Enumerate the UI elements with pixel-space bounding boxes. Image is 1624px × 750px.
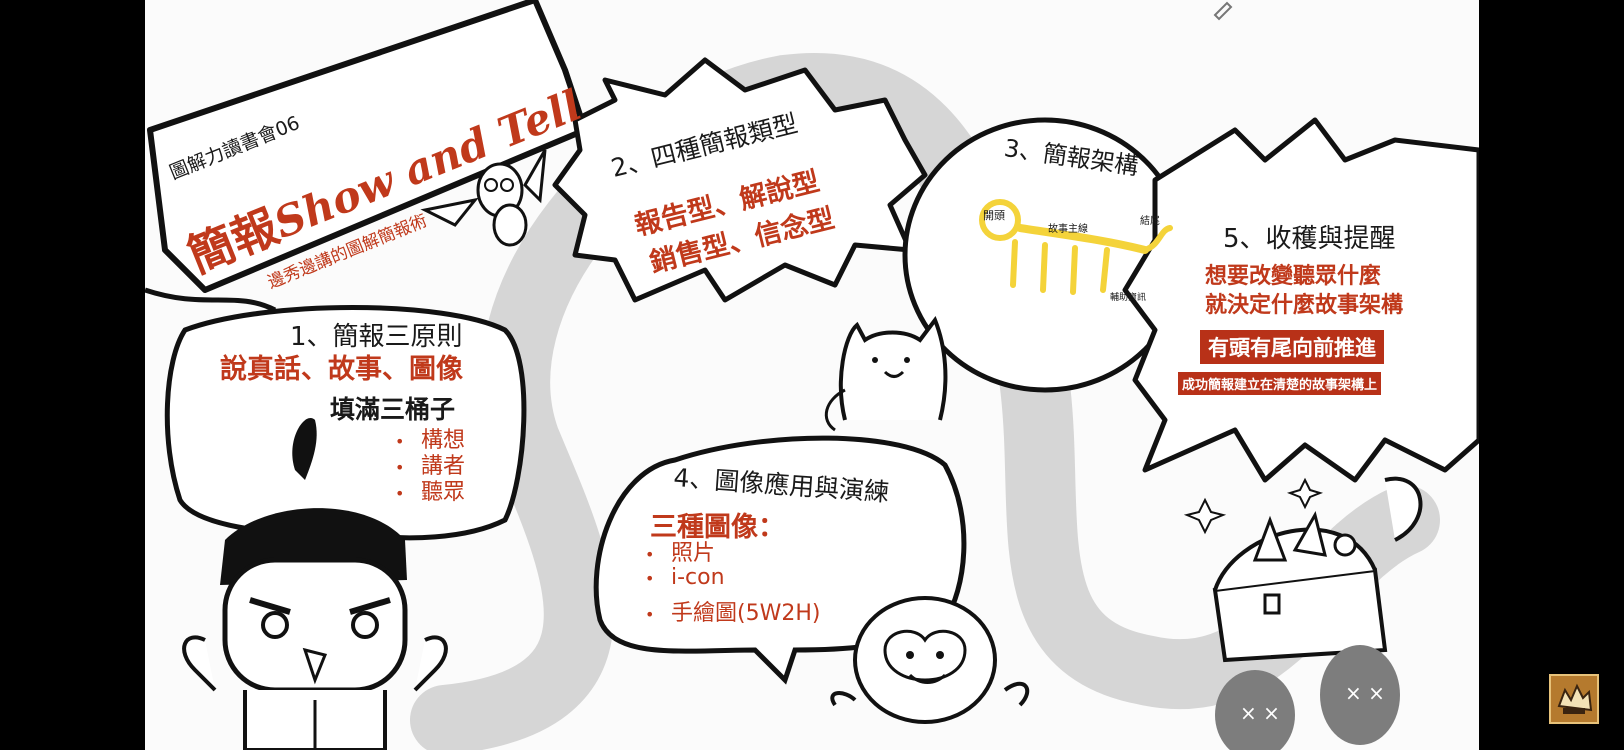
whiteboard-canvas: × × × × 圖解力讀書會06 簡報Show and Tell 邊秀邊講的圖解… xyxy=(145,0,1479,750)
samurai-icon xyxy=(182,418,448,750)
diagram-start-label: 開頭 xyxy=(983,209,1005,222)
section4-subheading: 三種圖像： xyxy=(650,512,785,543)
gray-winding-path xyxy=(410,53,1440,750)
diagram-support-label: 輔助資訊 xyxy=(1110,293,1147,303)
section5-line1: 想要改變聽眾什麼 xyxy=(1205,264,1382,289)
section5-badge-sub: 成功簡報建立在清楚的故事架構上 xyxy=(1178,372,1382,395)
bucket-item: • 聽眾 xyxy=(395,480,466,505)
svg-text:× ×: × × xyxy=(1240,701,1280,725)
section5-heading: 5、收穫與提醒 xyxy=(1223,224,1396,254)
svg-text:× ×: × × xyxy=(1345,681,1385,705)
treasure-chest-icon xyxy=(1183,476,1423,663)
image-type-item: • 手繪圖(5W2H) xyxy=(645,601,821,626)
channel-logo-icon[interactable] xyxy=(1549,674,1599,724)
image-type-item: • 照片 xyxy=(645,541,716,566)
pencil-icon xyxy=(1213,1,1233,21)
section1-buckets-title: 填滿三桶子 xyxy=(330,395,456,424)
image-type-item: • i-con xyxy=(645,565,725,590)
section5-badge-main: 有頭有尾向前推進 xyxy=(1200,330,1384,364)
section5-line2: 就決定什麼故事架構 xyxy=(1205,293,1404,318)
section1-heading: 1、簡報三原則 xyxy=(290,322,463,352)
gray-blob-right xyxy=(1320,645,1400,745)
owl-icon xyxy=(420,149,547,247)
story-structure-diagram xyxy=(979,199,1173,295)
gray-blob-left xyxy=(1215,670,1295,750)
monkey-icon xyxy=(830,596,1030,724)
sketch-artwork: × × × × xyxy=(145,0,1479,750)
dog-icon xyxy=(824,315,948,432)
section1-principles: 說真話、故事、圖像 xyxy=(220,354,463,385)
diagram-storyline-label: 故事主線 xyxy=(1048,224,1088,235)
bubble-1-outline xyxy=(164,305,527,567)
bucket-item: • 講者 xyxy=(395,454,466,479)
bucket-item: • 構想 xyxy=(395,428,466,453)
diagram-end-label: 結尾 xyxy=(1140,216,1160,227)
